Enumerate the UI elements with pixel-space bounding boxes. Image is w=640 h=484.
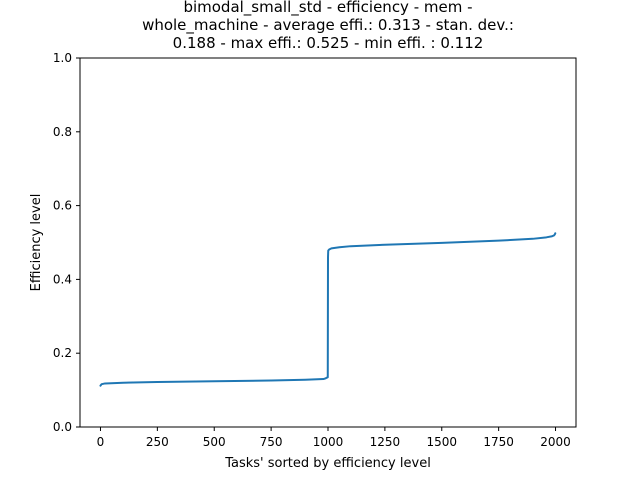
x-axis-ticks: 0 250 500 750 1000 1250 1500 1750 2000 [97, 427, 571, 449]
chart-title-line-2: whole_machine - average effi.: 0.313 - s… [142, 16, 514, 35]
x-tick-label: 250 [146, 435, 169, 449]
y-axis-label: Efficiency level [29, 194, 44, 292]
y-tick-label: 1.0 [53, 51, 72, 65]
y-tick-label: 0.2 [53, 346, 72, 360]
x-tick-label: 1500 [426, 435, 457, 449]
x-tick-label: 500 [203, 435, 226, 449]
y-tick-label: 0.0 [53, 420, 72, 434]
y-tick-label: 0.6 [53, 199, 72, 213]
chart-title-line-1: bimodal_small_std - efficiency - mem - [183, 0, 472, 17]
series-line-0 [99, 232, 557, 387]
x-tick-label: 1000 [313, 435, 344, 449]
chart-title-line-3: 0.188 - max effi.: 0.525 - min effi. : 0… [173, 34, 484, 52]
y-tick-label: 0.8 [53, 125, 72, 139]
series-layer [99, 232, 557, 387]
x-axis-label: Tasks' sorted by efficiency level [224, 456, 431, 471]
x-tick-label: 1750 [483, 435, 514, 449]
x-tick-label: 1250 [370, 435, 401, 449]
y-axis-ticks: 0.0 0.2 0.4 0.6 0.8 1.0 [53, 51, 80, 434]
y-tick-label: 0.4 [53, 272, 72, 286]
plot-frame [79, 57, 577, 428]
x-tick-label: 0 [97, 435, 105, 449]
x-tick-label: 750 [260, 435, 283, 449]
x-tick-label: 2000 [540, 435, 571, 449]
